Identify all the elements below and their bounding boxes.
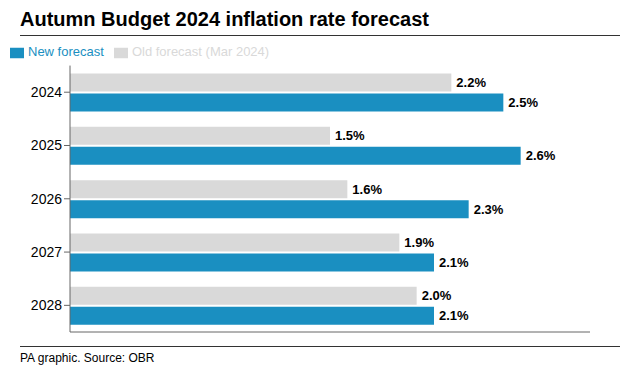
svg-text:2026: 2026 [31,191,62,207]
html-text:Autumn Budget 2024 inflation r: Autumn Budget 2024 inflation rate foreca… [20,8,429,30]
svg-text:2.1%: 2.1% [439,308,469,323]
html-text:Old forecast (Mar 2024): Old forecast (Mar 2024) [131,44,270,59]
svg-text:2025: 2025 [31,137,62,153]
svg-text:2028: 2028 [31,297,62,313]
html-text:New forecast: New forecast [28,44,104,59]
svg-text:2.1%: 2.1% [439,255,469,270]
svg-text:1.9%: 1.9% [404,235,434,250]
svg-text:1.6%: 1.6% [352,182,382,197]
svg-text:2024: 2024 [31,84,62,100]
svg-text:2.6%: 2.6% [526,148,556,163]
svg-text:2.5%: 2.5% [508,95,538,110]
svg-text:2.3%: 2.3% [474,202,504,217]
svg-text:1.5%: 1.5% [335,128,365,143]
svg-text:2.2%: 2.2% [456,75,486,90]
html-text:PA graphic. Source: OBR: PA graphic. Source: OBR [20,351,155,365]
svg-text:2.0%: 2.0% [422,288,452,303]
svg-text:2027: 2027 [31,244,62,260]
